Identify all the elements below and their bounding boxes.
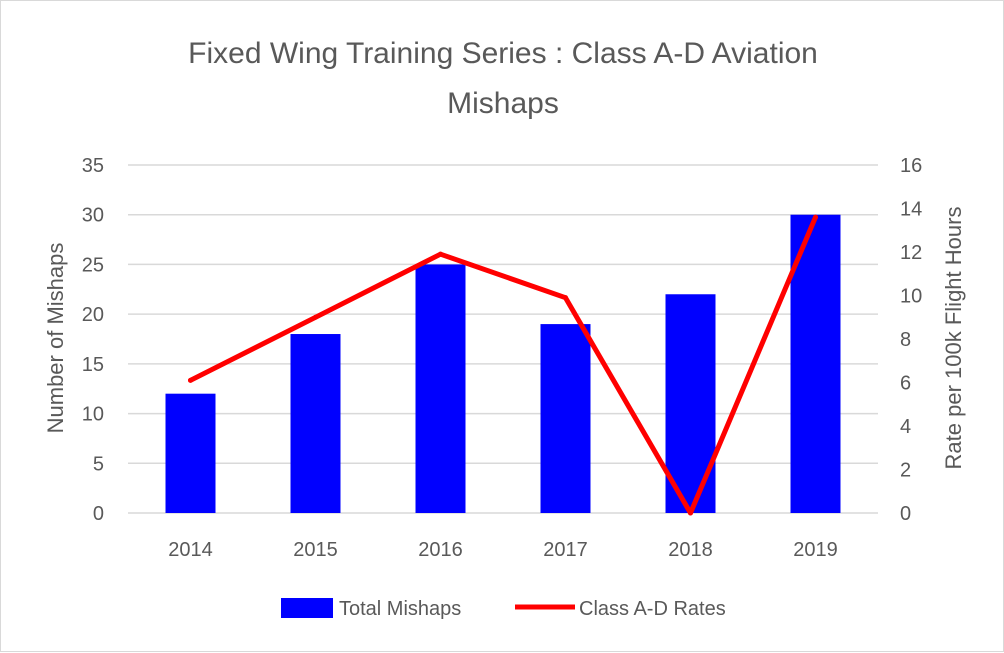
left-tick-label-35: 35 <box>82 155 104 177</box>
rate-point-2015 <box>313 314 318 320</box>
right-tick-label-6: 6 <box>900 373 911 395</box>
left-tick-label-0: 0 <box>93 503 104 525</box>
right-tick-label-2: 2 <box>900 460 911 482</box>
right-tick-label-4: 4 <box>900 416 911 438</box>
bar-2014 <box>165 393 216 513</box>
legend-swatch-total-mishaps <box>281 598 333 618</box>
x-tick-label-2019: 2019 <box>793 539 838 561</box>
legend-label-class-a-d-rates: Class A-D Rates <box>579 598 726 620</box>
bar-2015 <box>290 334 341 513</box>
bar-2019 <box>790 214 841 513</box>
legend-label-total-mishaps: Total Mishaps <box>339 598 461 620</box>
x-tick-label-2014: 2014 <box>168 539 213 561</box>
chart-title-line-2: Mishaps <box>447 87 559 120</box>
right-tick-label-8: 8 <box>900 329 911 351</box>
right-tick-label-10: 10 <box>900 286 922 308</box>
right-tick-label-16: 16 <box>900 155 922 177</box>
rate-line <box>188 214 818 516</box>
rate-point-2018 <box>688 510 693 516</box>
rate-point-2017 <box>563 295 568 301</box>
rate-point-2014 <box>188 377 193 383</box>
legend: Total Mishaps Class A-D Rates <box>281 598 726 620</box>
right-axis-ticks: 0 2 4 6 8 10 12 14 16 <box>900 155 922 525</box>
bar-2016 <box>415 264 466 513</box>
x-tick-label-2015: 2015 <box>293 539 338 561</box>
right-tick-label-12: 12 <box>900 242 922 264</box>
left-tick-label-15: 15 <box>82 354 104 376</box>
bar-2017 <box>540 324 591 513</box>
left-tick-label-30: 30 <box>82 205 104 227</box>
rate-point-2016 <box>438 251 443 257</box>
x-tick-label-2017: 2017 <box>543 539 588 561</box>
gridlines <box>128 164 878 514</box>
left-tick-label-20: 20 <box>82 304 104 326</box>
line-series-class-a-d-rates <box>188 214 818 516</box>
x-tick-label-2016: 2016 <box>418 539 463 561</box>
chart-title-line-1: Fixed Wing Training Series : Class A-D A… <box>188 37 818 70</box>
x-tick-label-2018: 2018 <box>668 539 713 561</box>
left-tick-label-5: 5 <box>93 453 104 475</box>
left-axis-title: Number of Mishaps <box>43 243 68 434</box>
right-axis-title: Rate per 100k Flight Hours <box>941 207 966 470</box>
left-tick-label-25: 25 <box>82 254 104 276</box>
left-axis-ticks: 0 5 10 15 20 25 30 35 <box>82 155 104 525</box>
right-tick-label-0: 0 <box>900 503 911 525</box>
rate-point-2019 <box>813 214 818 220</box>
left-tick-label-10: 10 <box>82 404 104 426</box>
x-axis-ticks: 2014 2015 2016 2017 2018 2019 <box>168 539 838 561</box>
right-tick-label-14: 14 <box>900 199 922 221</box>
